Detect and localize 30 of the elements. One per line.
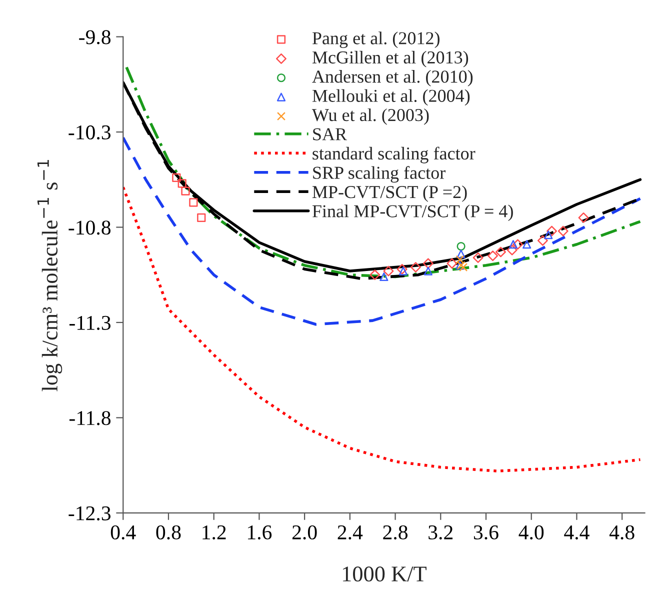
x-tick-label: 3.2 — [428, 525, 453, 540]
x-tick-label: 4.0 — [518, 525, 544, 540]
x-tick-label: 4.4 — [564, 525, 590, 540]
x-tick-label: 4.8 — [609, 525, 634, 540]
x-tick-label: 0.4 — [110, 525, 136, 540]
x-tick-label: 2.8 — [383, 525, 408, 540]
x-tick-label: 0.8 — [156, 525, 181, 540]
y-axis-title: log k/cm³ molecule$^{−1}$ s$^{−1}$ — [37, 160, 62, 392]
y-tick-label: -10.3 — [68, 125, 110, 140]
legend-label: standard scaling factor — [312, 146, 476, 164]
y-tick-label: -10.8 — [68, 220, 111, 235]
x-tick-label: 1.6 — [248, 525, 272, 540]
y-tick-label: -11.8 — [69, 411, 111, 426]
legend-label: Andersen et al. (2010) — [312, 70, 473, 86]
legend-label: SAR — [313, 128, 348, 140]
x-tick-label: 1.2 — [202, 525, 226, 540]
legend-label: Pang et al. (2012) — [312, 32, 440, 48]
legend-label: MP-CVT/SCT (P =2) — [312, 185, 467, 202]
legend-label: McGillen et al (2013) — [312, 50, 468, 68]
legend-label: Wu et al. (2003) — [312, 108, 429, 125]
legend-label: Final MP-CVT/SCT (P = 4) — [312, 204, 513, 222]
y-tick-label: -11.3 — [69, 316, 110, 330]
x-tick-label: 2.0 — [292, 525, 317, 540]
x-tick-label: 3.6 — [474, 525, 498, 540]
legend-label: Mellouki et al. (2004) — [312, 89, 470, 106]
y-tick-label: -12.3 — [68, 506, 110, 520]
x-tick-label: 2.4 — [338, 525, 363, 540]
y-tick-label: -9.8 — [79, 30, 111, 44]
legend-label: SRP scaling factor — [313, 166, 446, 183]
x-axis-title: 1000 K/T — [342, 566, 426, 582]
